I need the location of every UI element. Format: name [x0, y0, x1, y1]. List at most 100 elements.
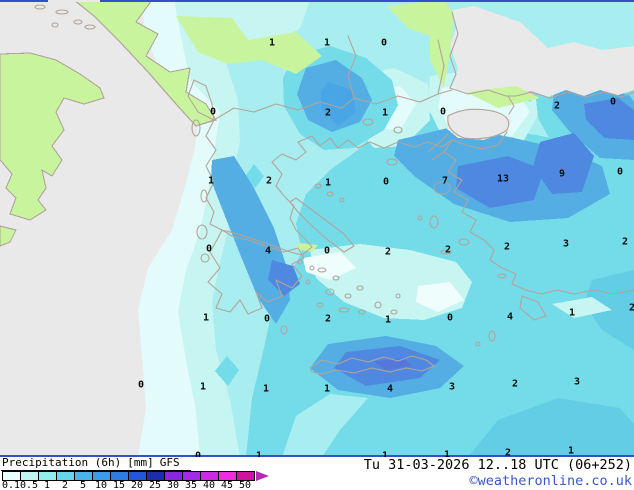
- coastline-path: [447, 108, 510, 140]
- island-outline: [34, 4, 46, 10]
- precip-value-label: 0: [264, 314, 270, 325]
- coastline-path: [271, 135, 453, 256]
- island-outline: [191, 119, 201, 137]
- precip-value-label: 1: [324, 38, 330, 49]
- precip-value-label: 13: [497, 174, 509, 185]
- island-outline: [309, 265, 315, 271]
- scale-tick-label: 0.5: [20, 480, 39, 490]
- precip-value-label: 4: [507, 312, 513, 323]
- scale-tick-label: 20: [130, 480, 144, 490]
- precip-value-label: 1: [200, 382, 206, 393]
- precip-value-label: 2: [629, 303, 634, 314]
- precip-value-label: 1: [444, 450, 450, 458]
- marmara-sea: [446, 108, 512, 140]
- map-top-edge: [0, 0, 634, 2]
- coastlines: [34, 0, 634, 375]
- coastline-path: [427, 133, 449, 153]
- island-outline: [317, 267, 327, 273]
- precip-value-label: 1: [208, 176, 214, 187]
- scale-tick-label: 50: [238, 480, 252, 490]
- field-cyclades-white: [303, 252, 356, 280]
- coastline-path: [73, 0, 215, 127]
- precip-value-label: 1: [385, 315, 391, 326]
- land-italy-toe: [0, 225, 17, 247]
- black-sea: [450, 6, 634, 97]
- island-outline: [393, 126, 403, 134]
- legend-title-text: Precipitation (6h): [2, 456, 122, 469]
- value-labels: 1 1 00 2 1 02 01 2 1 0 7 13 9 00 4 0 2 2 2 3 21 0 2 1 0 4 1 20 1 1 1 4 3…: [138, 38, 634, 462]
- coastline-path: [221, 229, 303, 256]
- coastline-path: [449, 87, 634, 99]
- coastline-path: [449, 11, 459, 89]
- coastline-path: [507, 95, 515, 115]
- legend-unit: [mm]: [127, 456, 154, 469]
- precip-value-label: 2: [505, 448, 511, 458]
- precip-value-label: 3: [563, 239, 569, 250]
- precip-value-label: 1: [203, 313, 209, 324]
- scale-tick-label: 30: [166, 480, 180, 490]
- precip-value-label: 3: [449, 382, 455, 393]
- island-outline: [332, 275, 340, 281]
- precip-value-label: 1: [325, 178, 331, 189]
- precip-value-label: 2: [512, 379, 518, 390]
- land-ne-bulgaria: [386, 0, 454, 88]
- precip-value-label: 2: [554, 101, 560, 112]
- precip-value-label: 2: [385, 247, 391, 258]
- precip-value-label: 0: [138, 380, 144, 391]
- precip-value-label: 2: [504, 242, 510, 253]
- island-outline: [362, 118, 374, 126]
- island-outline: [488, 330, 496, 342]
- precip-value-label: 0: [447, 313, 453, 324]
- precip-value-label: 1: [269, 38, 275, 49]
- blob-ne-turkey-center: [584, 98, 634, 140]
- coastline-path: [309, 355, 435, 375]
- scale-tick-label: 25: [148, 480, 162, 490]
- precip-value-label: 9: [559, 169, 565, 180]
- blob-east-aegean-core-13: [456, 156, 544, 208]
- corner-tr-cyan: [576, 0, 634, 16]
- island-outline: [433, 181, 451, 195]
- island-outline: [429, 215, 439, 229]
- island-outline: [497, 273, 507, 279]
- island-outline: [51, 22, 59, 28]
- map-top-edge-gap: [48, 0, 100, 2]
- precip-value-label: 1: [263, 384, 269, 395]
- scale-tick-label: 0.1: [2, 480, 21, 490]
- precip-value-label: 0: [383, 177, 389, 188]
- island-outline: [84, 24, 96, 30]
- precip-value-label: 2: [445, 245, 451, 256]
- precip-value-label: 0: [324, 246, 330, 257]
- precip-value-label: 1: [382, 451, 388, 458]
- copyright: ©weatheronline.co.uk: [469, 473, 632, 489]
- precip-value-label: 0: [610, 97, 616, 108]
- precip-value-label: 0: [195, 451, 201, 458]
- scale-tick-label: 2: [61, 480, 69, 490]
- island-outline: [458, 238, 470, 246]
- band-west-greece-core: [268, 260, 300, 296]
- island-outline: [374, 301, 382, 309]
- precip-value-label: 1: [382, 108, 388, 119]
- coastline-path: [443, 151, 634, 295]
- precipitation-map: 1 1 0 0 2 1 0 2 0 1 2 1 0 7 13 9 0 0 4 0 2 2 2 3 2 1 0 2 1 0 4 1 2 0 1 1 1 4 3…: [0, 0, 634, 462]
- island-outline: [200, 189, 208, 203]
- scale-tick-label: 45: [220, 480, 234, 490]
- scale-tick-label: 5: [79, 480, 87, 490]
- island-outline: [297, 259, 303, 265]
- island-outline: [325, 288, 335, 296]
- precip-value-label: 0: [617, 167, 623, 178]
- island-outline: [280, 325, 288, 335]
- color-scale-ticks: 0.1 0.5 1 2 5 10 15 20 25 30 35 40 45 50: [2, 481, 254, 490]
- blob-crete-center: [374, 358, 412, 370]
- precip-value-label: 7: [442, 176, 448, 187]
- precip-value-label: 1: [569, 308, 575, 319]
- island-outline: [196, 224, 208, 240]
- precip-value-label: 1: [256, 451, 262, 458]
- coastline-path: [187, 79, 215, 121]
- color-scale: [2, 471, 269, 481]
- precip-fields: [0, 0, 634, 457]
- field-bottom-light-band: [282, 394, 368, 457]
- scale-arrow-icon: [256, 471, 269, 481]
- island-outline: [440, 249, 452, 255]
- coastline-path: [437, 39, 445, 95]
